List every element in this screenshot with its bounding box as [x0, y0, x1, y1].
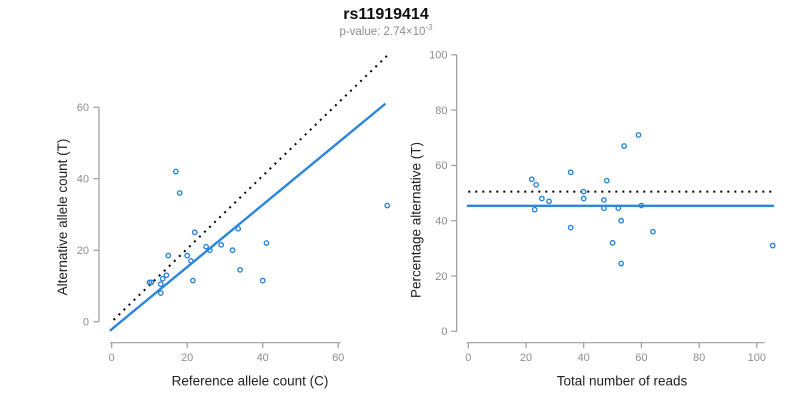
data-point [189, 277, 196, 284]
data-point [218, 241, 225, 248]
y-tick-label: 20 [77, 245, 89, 257]
data-point [580, 188, 587, 195]
y-tick-label: 80 [435, 105, 447, 117]
data-point [618, 260, 625, 267]
data-point [621, 143, 627, 149]
data-point [259, 277, 266, 284]
data-point [567, 224, 574, 231]
regression-fit-line [109, 102, 387, 332]
data-point [165, 252, 172, 259]
subtitle-exponent: -3 [425, 23, 433, 33]
data-point [191, 229, 198, 236]
x-tick-label: 20 [520, 352, 532, 364]
figure-title: rs11919414 [343, 6, 429, 23]
x-tick-label: 60 [332, 352, 344, 364]
data-point [638, 202, 645, 209]
y-tick-label: 40 [435, 216, 447, 228]
figure-subtitle: p-value: 2.74×10-3 [0, 23, 772, 38]
data-point [188, 258, 194, 264]
data-point [203, 243, 209, 250]
data-point [237, 266, 243, 273]
y-tick-label: 60 [77, 102, 89, 114]
y-tick-label: 20 [435, 271, 447, 283]
data-point [615, 205, 622, 212]
y-tick-label: 0 [83, 317, 89, 329]
x-tick-label: 0 [465, 352, 471, 364]
data-point [172, 168, 179, 175]
data-point [528, 176, 535, 183]
y-axis-label: Alternative allele count (T) [55, 139, 70, 296]
data-point [148, 279, 155, 286]
data-point [769, 242, 776, 249]
data-point [650, 228, 656, 235]
data-point [157, 281, 164, 288]
data-point [235, 225, 242, 232]
y-tick-label: 60 [435, 160, 447, 172]
x-tick-label: 100 [748, 352, 766, 364]
subtitle-pvalue-text: p-value: 2.74×10 [339, 26, 426, 38]
x-axis-label: Reference allele count (C) [172, 374, 329, 389]
data-point [538, 195, 545, 202]
data-point [580, 195, 587, 202]
data-point [531, 206, 538, 213]
x-axis-label: Total number of reads [557, 374, 688, 389]
data-point [533, 181, 539, 188]
x-tick-label: 40 [578, 352, 590, 364]
data-point [184, 252, 191, 259]
data-point [229, 247, 236, 254]
y-tick-label: 0 [441, 326, 447, 338]
data-point [609, 239, 616, 246]
data-point [635, 132, 642, 138]
data-point [163, 272, 170, 279]
y-axis-label: Percentage alternative (T) [409, 142, 424, 298]
percentage-plot: 0 20 40 60 80 100 0 20 40 60 80 100 Total number of … [409, 50, 776, 389]
y-tick-label: 100 [429, 50, 447, 62]
data-point [384, 202, 391, 209]
data-point [567, 169, 574, 176]
data-point [600, 197, 607, 203]
expected-1-to-1-line [112, 54, 388, 321]
data-point [546, 198, 552, 205]
data-point [600, 205, 607, 212]
data-point [263, 240, 270, 246]
x-tick-label: 60 [635, 352, 647, 364]
y-tick-label: 40 [77, 174, 89, 186]
x-tick-label: 80 [693, 352, 705, 364]
data-point [176, 190, 183, 196]
data-point [618, 217, 625, 224]
data-point [157, 290, 164, 296]
x-tick-label: 20 [181, 352, 193, 364]
data-point [206, 247, 213, 254]
data-point [159, 275, 166, 282]
x-tick-label: 40 [257, 352, 269, 364]
data-point [603, 177, 610, 184]
x-tick-label: 0 [109, 352, 115, 364]
